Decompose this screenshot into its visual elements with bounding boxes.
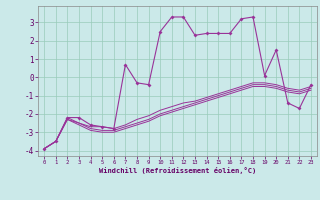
X-axis label: Windchill (Refroidissement éolien,°C): Windchill (Refroidissement éolien,°C) [99,167,256,174]
